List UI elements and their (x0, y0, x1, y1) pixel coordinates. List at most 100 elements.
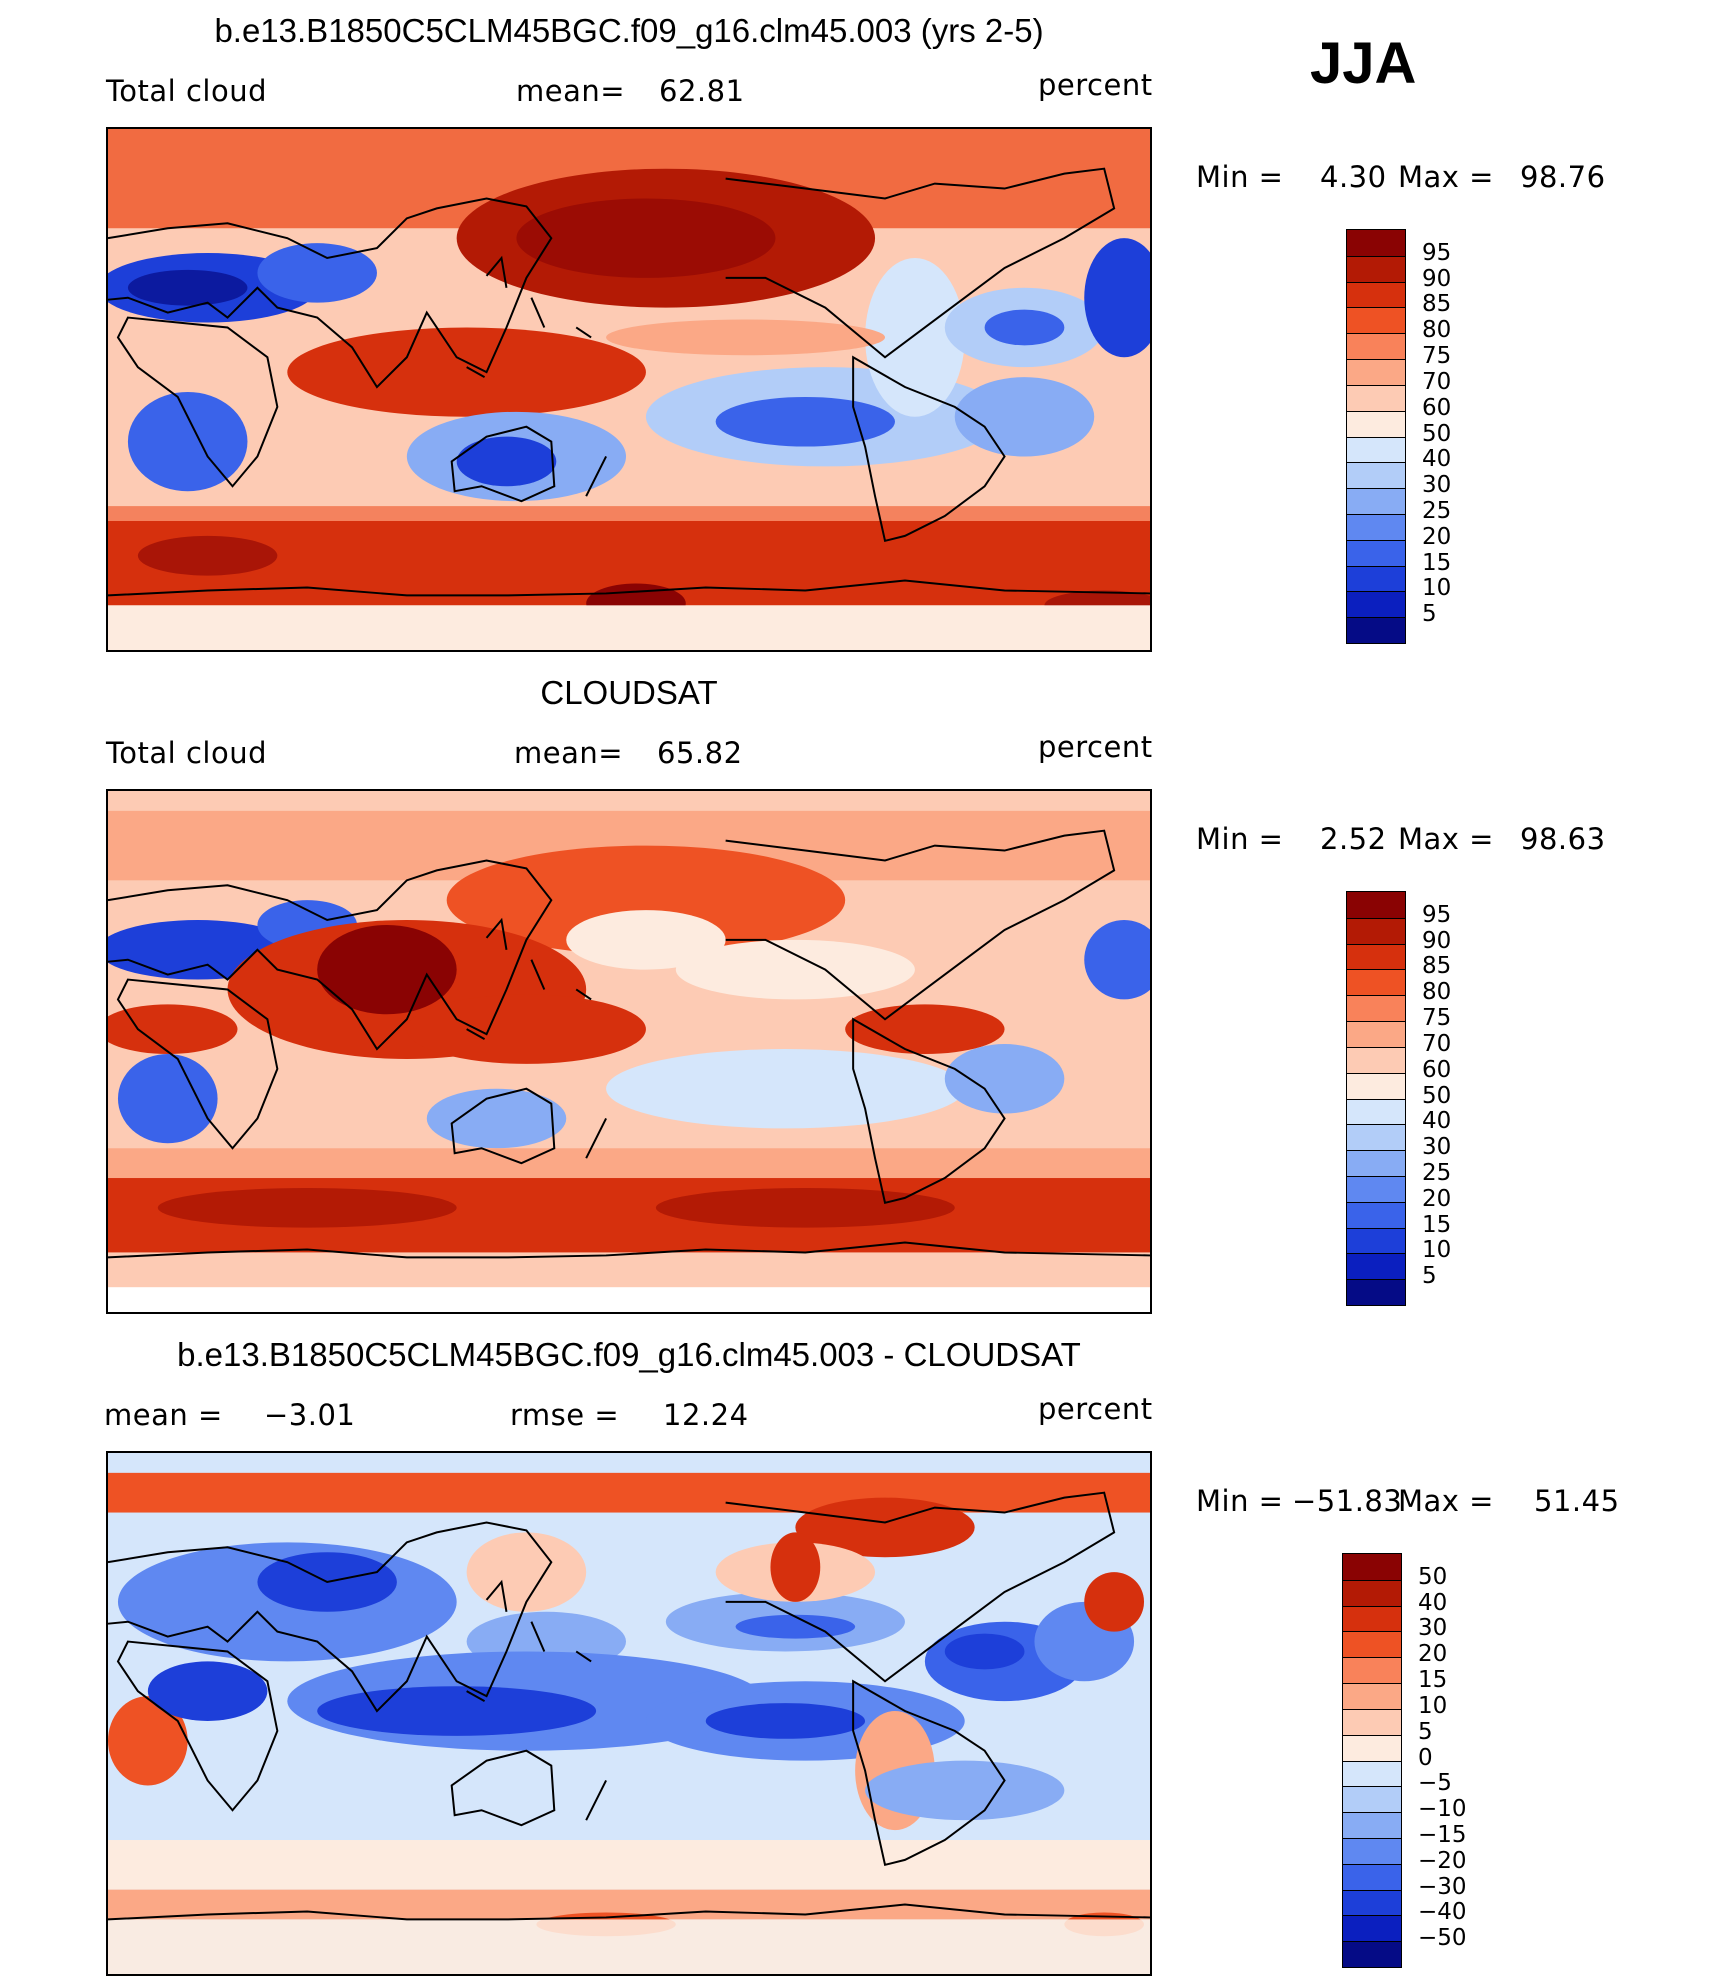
panel3-colorbar (1342, 1553, 1402, 1968)
colorbar-box (1347, 892, 1405, 918)
colorbar-tick-label: 25 (1422, 1159, 1452, 1186)
panel3-max-value: 51.45 (1534, 1484, 1620, 1518)
panel3-units: percent (1038, 1392, 1153, 1426)
colorbar-tick-label: 95 (1422, 901, 1452, 928)
colorbar-box (1347, 917, 1405, 944)
colorbar-tick-label: 10 (1418, 1692, 1448, 1719)
panel3-max-label: Max = (1398, 1484, 1494, 1518)
panel1-mean-value: 62.81 (659, 74, 745, 108)
panel3-rmse-label: rmse = (510, 1398, 620, 1432)
colorbar-tick-label: 80 (1422, 317, 1452, 344)
colorbar-tick-label: 85 (1422, 291, 1452, 318)
panel2-left-label: Total cloud (106, 736, 267, 770)
colorbar-box (1347, 436, 1405, 463)
colorbar-box (1347, 943, 1405, 970)
colorbar-tick-label: 40 (1418, 1589, 1448, 1616)
panel2-mean-value: 65.82 (657, 736, 743, 770)
colorbar-tick-label: 80 (1422, 979, 1452, 1006)
colorbar-tick-label: 15 (1418, 1667, 1448, 1694)
colorbar-tick-label: 30 (1422, 1134, 1452, 1161)
colorbar-tick-label: 5 (1418, 1718, 1433, 1745)
colorbar-tick-label: 90 (1422, 265, 1452, 292)
panel3-mean-value: −3.01 (264, 1398, 356, 1432)
colorbar-box (1347, 995, 1405, 1022)
panel2-max-value: 98.63 (1520, 822, 1606, 856)
panel1-units: percent (1038, 68, 1153, 102)
panel3-min-label: Min = (1196, 1484, 1284, 1518)
colorbar-box (1343, 1708, 1401, 1735)
colorbar-box (1347, 1021, 1405, 1047)
colorbar-box (1343, 1760, 1401, 1787)
colorbar-box (1347, 1279, 1405, 1305)
colorbar-tick-label: 10 (1422, 575, 1452, 602)
colorbar-box (1343, 1734, 1401, 1761)
panel1-colorbar (1346, 229, 1406, 644)
colorbar-tick-label: 90 (1422, 927, 1452, 954)
colorbar-box (1347, 591, 1405, 618)
colorbar-box (1347, 539, 1405, 566)
season-label: JJA (1310, 31, 1417, 96)
panel1-title: b.e13.B1850C5CLM45BGC.f09_g16.clm45.003 … (214, 12, 1044, 49)
colorbar-box (1347, 230, 1405, 256)
colorbar-tick-label: 5 (1422, 1263, 1437, 1290)
colorbar-box (1347, 1227, 1405, 1254)
panel3-title: b.e13.B1850C5CLM45BGC.f09_g16.clm45.003 … (177, 1336, 1081, 1373)
colorbar-tick-label: 60 (1422, 1056, 1452, 1083)
colorbar-box (1347, 565, 1405, 592)
panel2-map-svg (108, 791, 1150, 1312)
colorbar-tick-label: 75 (1422, 343, 1452, 370)
colorbar-tick-label: 5 (1422, 601, 1437, 628)
colorbar-box (1347, 307, 1405, 334)
colorbar-box (1343, 1579, 1401, 1606)
panel2-min-label: Min = (1196, 822, 1284, 856)
colorbar-tick-label: 30 (1422, 472, 1452, 499)
colorbar-box (1347, 462, 1405, 489)
colorbar-box (1343, 1605, 1401, 1632)
colorbar-box (1343, 1941, 1401, 1967)
panel2-mean-label: mean= (514, 736, 624, 770)
colorbar-tick-label: 10 (1422, 1237, 1452, 1264)
panel2-max-label: Max = (1398, 822, 1494, 856)
panel1-map (106, 127, 1152, 652)
colorbar-tick-label: −20 (1418, 1847, 1467, 1874)
colorbar-tick-label: −40 (1418, 1899, 1467, 1926)
colorbar-box (1347, 1072, 1405, 1099)
colorbar-tick-label: 20 (1422, 1185, 1452, 1212)
colorbar-box (1347, 969, 1405, 996)
colorbar-box (1347, 513, 1405, 540)
panel1-max-label: Max = (1398, 160, 1494, 194)
colorbar-box (1343, 1837, 1401, 1864)
colorbar-box (1347, 255, 1405, 282)
colorbar-tick-label: 60 (1422, 394, 1452, 421)
colorbar-box (1343, 1889, 1401, 1916)
colorbar-tick-label: 30 (1418, 1615, 1448, 1642)
colorbar-box (1343, 1915, 1401, 1942)
colorbar-tick-label: 15 (1422, 549, 1452, 576)
colorbar-tick-label: −15 (1418, 1821, 1467, 1848)
colorbar-box (1347, 1098, 1405, 1125)
colorbar-tick-label: 40 (1422, 446, 1452, 473)
panel2-title: CLOUDSAT (540, 674, 718, 711)
colorbar-box (1343, 1812, 1401, 1838)
colorbar-tick-label: −10 (1418, 1796, 1467, 1823)
colorbar-tick-label: 20 (1418, 1641, 1448, 1668)
panel3-min-value: −51.83 (1292, 1484, 1403, 1518)
panel2-colorbar (1346, 891, 1406, 1306)
colorbar-box (1347, 359, 1405, 385)
colorbar-box (1343, 1554, 1401, 1580)
colorbar-tick-label: 20 (1422, 523, 1452, 550)
panel1-max-value: 98.76 (1520, 160, 1606, 194)
colorbar-tick-label: 85 (1422, 953, 1452, 980)
colorbar-tick-label: 15 (1422, 1211, 1452, 1238)
colorbar-tick-label: 70 (1422, 1030, 1452, 1057)
panel3-map-svg (108, 1453, 1150, 1974)
colorbar-tick-label: 50 (1418, 1563, 1448, 1590)
colorbar-box (1347, 281, 1405, 308)
panel1-min-value: 4.30 (1320, 160, 1387, 194)
colorbar-box (1343, 1683, 1401, 1709)
colorbar-box (1347, 617, 1405, 643)
panel2-min-value: 2.52 (1320, 822, 1387, 856)
colorbar-box (1343, 1631, 1401, 1658)
colorbar-box (1347, 1150, 1405, 1176)
panel3-rmse-value: 12.24 (663, 1398, 749, 1432)
